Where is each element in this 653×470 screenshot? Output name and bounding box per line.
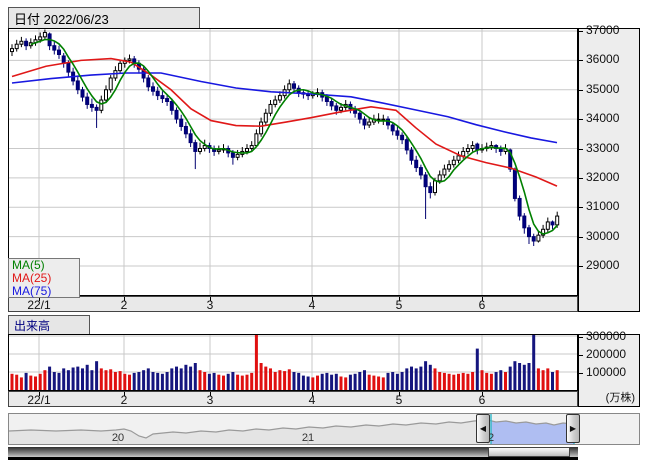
arrow-right-icon: ▶ [569, 424, 577, 433]
price-y-axis: 37000 36000 35000 34000 33000 32000 31000 30000… [578, 23, 640, 312]
price-tick [579, 60, 583, 62]
month-tick-label: 5 [395, 393, 403, 407]
month-tick-label: 2 [120, 298, 128, 312]
navigator-left-handle[interactable]: ◀ [476, 414, 490, 443]
price-tick [579, 266, 583, 267]
month-tick [124, 392, 125, 396]
price-tick [579, 119, 583, 121]
month-tick-label: 2 [120, 393, 128, 407]
price-tick [579, 89, 583, 91]
volume-tick-label: 100000 [586, 365, 627, 379]
month-tick [399, 392, 400, 396]
price-tick-label: 34000 [586, 111, 620, 126]
month-tick [39, 297, 40, 301]
month-tick [210, 297, 211, 301]
month-tick [482, 297, 483, 301]
volume-tick-label: 200000 [586, 347, 627, 361]
navigator-right-handle[interactable]: ▶ [566, 414, 580, 443]
price-chart-plot[interactable] [8, 28, 578, 296]
price-tick-label: 32000 [586, 169, 620, 184]
month-tick [399, 297, 400, 301]
volume-tab-label: 出来高 [14, 318, 51, 333]
price-tick [579, 236, 583, 238]
price-x-axis: 22/1 2 3 4 5 6 [8, 296, 578, 312]
price-tick-label: 30000 [586, 228, 620, 243]
candlestick-chart[interactable] [9, 29, 577, 295]
volume-y-axis: (万株) 300000 200000 100000 [578, 329, 640, 407]
arrow-left-icon: ◀ [479, 424, 487, 433]
date-readout-label: 日付 2022/06/23 [14, 11, 109, 27]
price-tick-label: 36000 [586, 52, 620, 67]
price-tick-label: 35000 [586, 81, 620, 96]
price-tick-label: 29000 [586, 258, 620, 272]
month-tick-label: 3 [206, 298, 214, 312]
price-tick [579, 148, 583, 150]
volume-tick [579, 355, 583, 356]
month-tick-label: 4 [308, 298, 316, 312]
legend-ma25: MA(25) [12, 271, 52, 285]
year-label: 21 [301, 432, 315, 444]
horizontal-scrollbar[interactable] [8, 447, 578, 460]
month-tick-label: 5 [395, 298, 403, 312]
month-tick [312, 297, 313, 301]
price-tick [579, 31, 583, 32]
price-tick [579, 177, 583, 179]
ma-legend: MA(5) MA(25) MA(75) [8, 258, 80, 298]
volume-tab: 出来高 [8, 315, 90, 334]
price-tick-label: 33000 [586, 140, 620, 155]
price-tick-label: 31000 [586, 199, 620, 214]
month-tick-label: 22/1 [27, 298, 51, 312]
month-tick [210, 392, 211, 396]
month-tick-label: 22/1 [27, 393, 51, 407]
year-label: 20 [111, 432, 125, 444]
month-tick-label: 6 [478, 393, 486, 407]
volume-unit-label: (万株) [605, 392, 635, 404]
volume-tick-label: 300000 [586, 329, 627, 343]
legend-ma75: MA(75) [12, 284, 52, 298]
month-tick-label: 3 [206, 393, 214, 407]
legend-ma5: MA(5) [12, 258, 45, 272]
price-tick [579, 207, 583, 209]
month-tick [124, 297, 125, 301]
volume-x-axis: 22/1 2 3 4 5 6 [8, 391, 578, 407]
month-tick [482, 392, 483, 396]
month-tick [312, 392, 313, 396]
scrollbar-thumb[interactable] [488, 447, 570, 457]
month-tick [39, 392, 40, 396]
range-navigator[interactable]: 202122 [8, 413, 640, 445]
date-readout-tab: 日付 2022/06/23 [8, 7, 200, 28]
month-tick-label: 4 [308, 393, 316, 407]
volume-bar-chart[interactable] [9, 335, 577, 390]
price-tick-label: 37000 [586, 23, 620, 37]
month-tick-label: 6 [478, 298, 486, 312]
volume-chart-plot[interactable] [8, 334, 578, 391]
volume-tick [579, 373, 583, 374]
volume-tick [579, 337, 583, 338]
